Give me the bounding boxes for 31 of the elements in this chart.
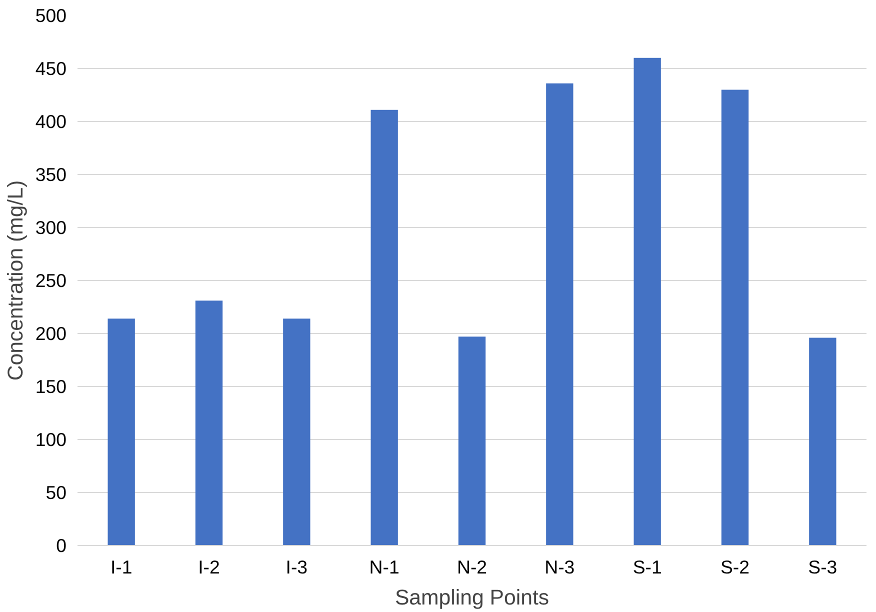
bar — [283, 318, 310, 546]
x-tick-label: S-2 — [720, 556, 750, 578]
bar — [370, 110, 398, 546]
y-axis-title: Concentration (mg/L) — [3, 180, 28, 381]
y-tick-label: 150 — [35, 376, 67, 397]
y-tick-label: 450 — [35, 58, 67, 79]
x-tick-label: N-1 — [369, 556, 400, 578]
x-tick-label: I-3 — [286, 556, 308, 578]
y-tick-label: 50 — [46, 482, 67, 503]
y-tick-label: 0 — [56, 535, 67, 556]
bar — [108, 318, 135, 546]
y-tick-label: 400 — [35, 111, 67, 132]
y-tick-label: 200 — [35, 323, 67, 344]
y-tick-label: 100 — [35, 429, 67, 450]
x-tick-label: I-2 — [198, 556, 220, 578]
x-tick-label: N-2 — [456, 556, 488, 578]
y-tick-label: 300 — [35, 217, 67, 238]
x-axis-title: Sampling Points — [394, 586, 550, 610]
bar — [195, 300, 223, 546]
x-tick-label: I-1 — [110, 556, 132, 578]
bar — [721, 90, 749, 546]
y-tick-label: 500 — [35, 5, 67, 26]
bar — [458, 336, 486, 546]
y-tick-label: 350 — [35, 164, 67, 185]
y-tick-label: 250 — [35, 270, 67, 291]
bar — [634, 58, 661, 546]
x-tick-label: S-3 — [808, 556, 838, 578]
bar — [546, 83, 574, 546]
x-tick-label: N-3 — [544, 556, 575, 578]
bar — [809, 338, 836, 546]
x-tick-label: S-1 — [632, 556, 662, 578]
